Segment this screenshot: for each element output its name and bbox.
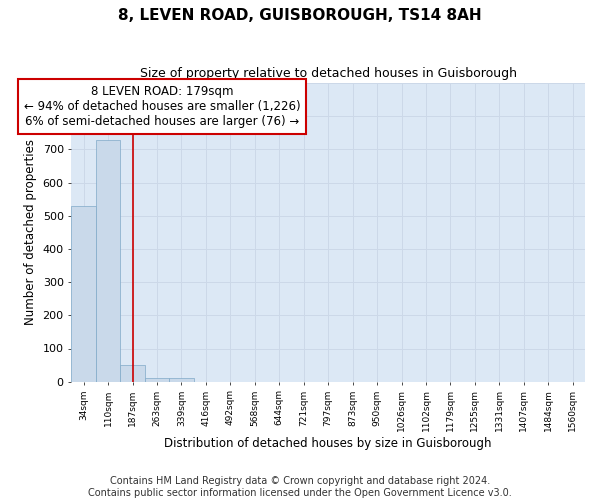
Bar — [71, 206, 96, 382]
Title: Size of property relative to detached houses in Guisborough: Size of property relative to detached ho… — [140, 68, 517, 80]
Bar — [96, 140, 120, 382]
Bar — [169, 378, 194, 382]
Text: 8 LEVEN ROAD: 179sqm
← 94% of detached houses are smaller (1,226)
6% of semi-det: 8 LEVEN ROAD: 179sqm ← 94% of detached h… — [23, 85, 300, 128]
Text: 8, LEVEN ROAD, GUISBOROUGH, TS14 8AH: 8, LEVEN ROAD, GUISBOROUGH, TS14 8AH — [118, 8, 482, 22]
X-axis label: Distribution of detached houses by size in Guisborough: Distribution of detached houses by size … — [164, 437, 492, 450]
Text: Contains HM Land Registry data © Crown copyright and database right 2024.
Contai: Contains HM Land Registry data © Crown c… — [88, 476, 512, 498]
Bar — [120, 365, 145, 382]
Bar — [145, 378, 169, 382]
Y-axis label: Number of detached properties: Number of detached properties — [24, 140, 37, 326]
